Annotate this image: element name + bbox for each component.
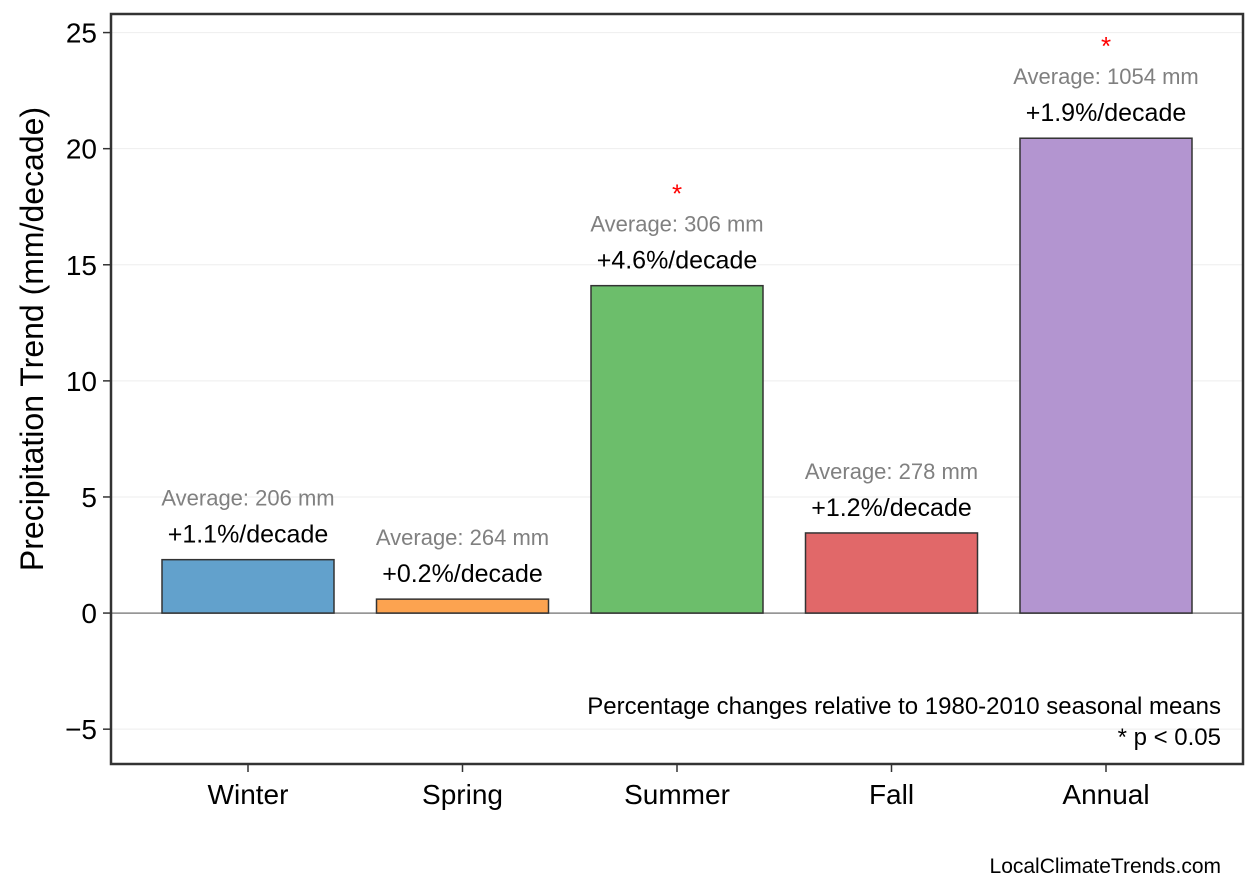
percent-change-label: +0.2%/decade bbox=[382, 560, 543, 588]
percent-change-label: +1.9%/decade bbox=[1026, 99, 1187, 127]
significance-marker: * bbox=[672, 179, 682, 209]
average-label: Average: 306 mm bbox=[590, 212, 763, 237]
average-label: Average: 1054 mm bbox=[1013, 64, 1198, 89]
x-tick-label: Fall bbox=[869, 779, 914, 810]
percent-change-label: +1.1%/decade bbox=[168, 521, 329, 549]
percent-change-label: +1.2%/decade bbox=[811, 494, 972, 522]
y-tick-label: 5 bbox=[81, 482, 97, 513]
y-axis-label: Precipitation Trend (mm/decade) bbox=[14, 107, 50, 571]
x-axis-ticks: Winter Spring Summer Fall Annual bbox=[208, 764, 1150, 810]
y-tick-label: −5 bbox=[65, 714, 97, 745]
bars bbox=[161, 137, 1193, 614]
bar-annual bbox=[1019, 137, 1193, 614]
bar-spring bbox=[375, 598, 550, 614]
x-tick-label: Winter bbox=[208, 779, 289, 810]
average-label: Average: 206 mm bbox=[161, 486, 334, 511]
average-label: Average: 264 mm bbox=[376, 525, 549, 550]
y-tick-label: 15 bbox=[66, 250, 97, 281]
significance-marker: * bbox=[1101, 31, 1111, 61]
plot-frame bbox=[109, 12, 1245, 766]
y-axis-ticks: −5 0 5 10 15 20 25 bbox=[65, 18, 111, 745]
y-tick-label: 25 bbox=[66, 18, 97, 49]
percent-change-label: +4.6%/decade bbox=[597, 247, 758, 275]
credit-text: LocalClimateTrends.com bbox=[990, 855, 1221, 878]
x-tick-label: Annual bbox=[1062, 779, 1149, 810]
y-tick-label: 0 bbox=[81, 598, 97, 629]
bar-winter bbox=[161, 558, 335, 614]
bar-summer bbox=[590, 284, 764, 614]
y-tick-label: 10 bbox=[66, 366, 97, 397]
y-tick-label: 20 bbox=[66, 134, 97, 165]
average-label: Average: 278 mm bbox=[805, 459, 978, 484]
bar-labels: +1.1%/decade Average: 206 mm +0.2%/decade A… bbox=[161, 31, 1198, 588]
x-tick-label: Summer bbox=[624, 779, 730, 810]
note-line: Percentage changes relative to 1980-2010… bbox=[587, 693, 1221, 720]
significance-note: * p < 0.05 bbox=[1118, 724, 1221, 751]
bar-fall bbox=[804, 532, 979, 614]
x-tick-label: Spring bbox=[422, 779, 503, 810]
